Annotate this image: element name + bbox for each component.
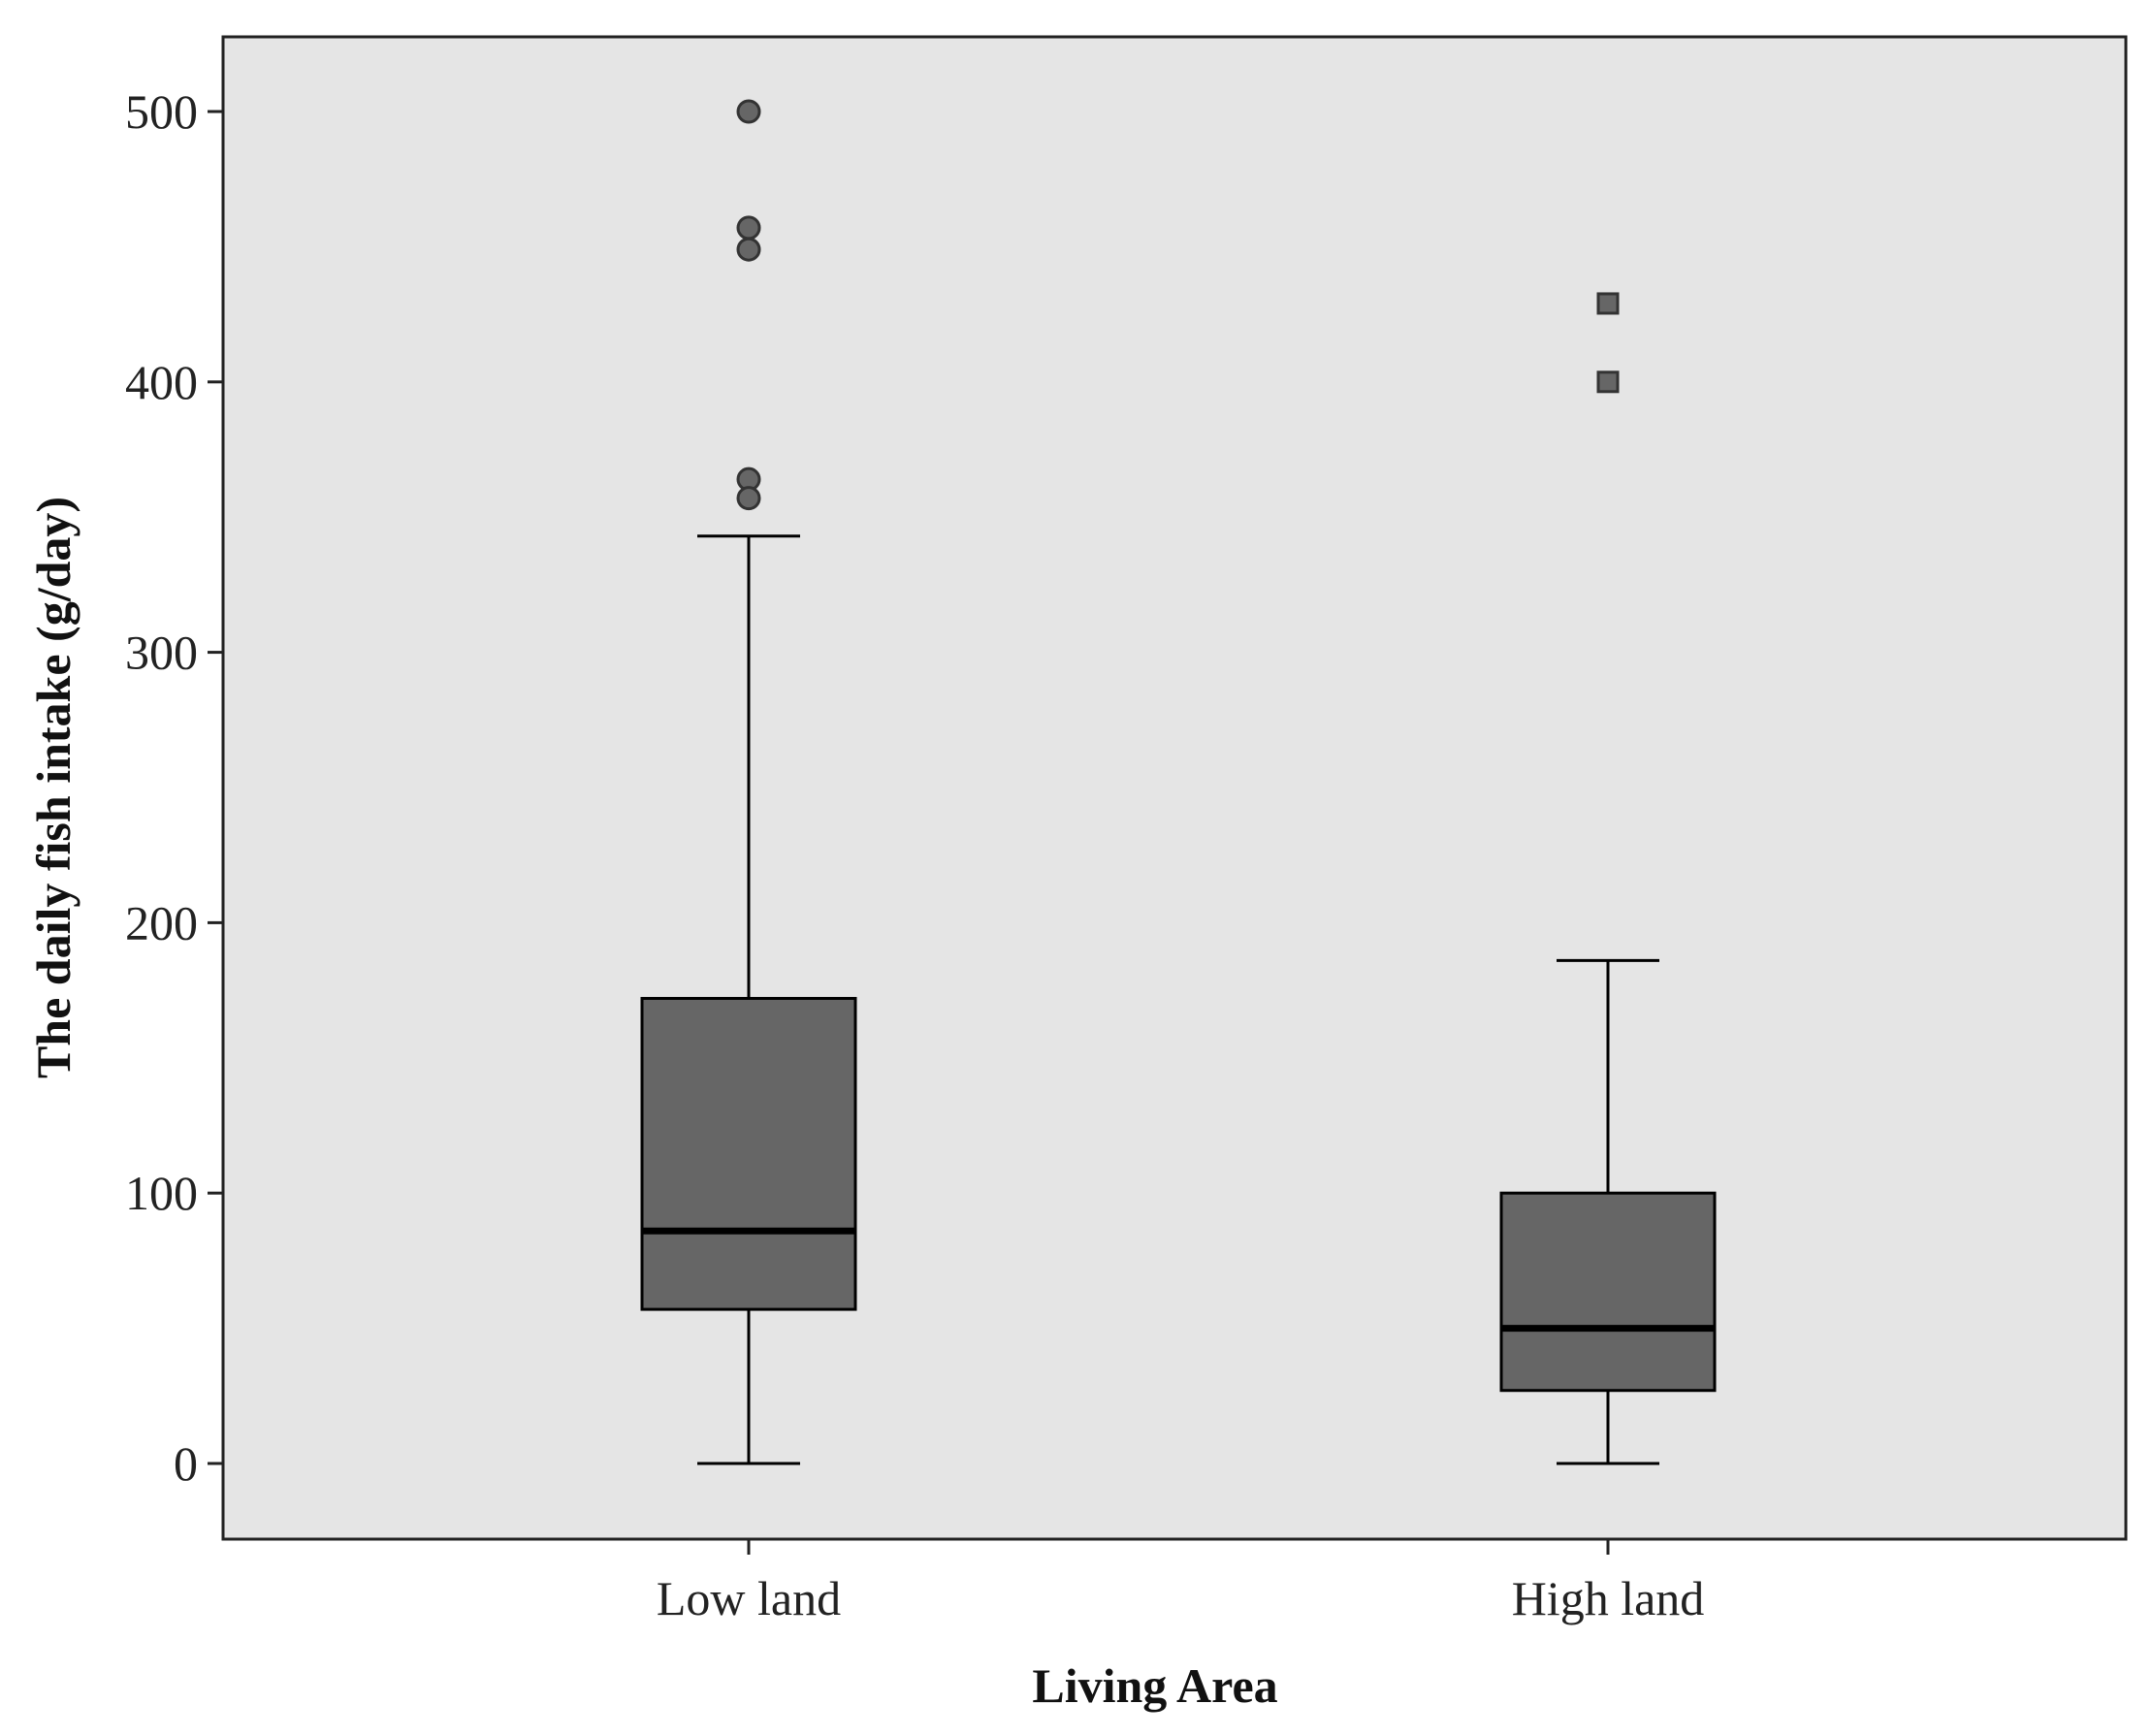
x-tick-label-low-land: Low land bbox=[657, 1571, 841, 1625]
plot-frame bbox=[221, 35, 2128, 1541]
box-low-land bbox=[640, 99, 857, 1465]
outlier-low-land-0 bbox=[736, 99, 761, 124]
plot-area bbox=[223, 37, 2126, 1539]
x-axis-title: Living Area bbox=[1032, 1658, 1277, 1713]
y-axis-title: The daily fish intake (g/day) bbox=[26, 497, 80, 1078]
iqr-box-low-land bbox=[640, 996, 857, 1311]
box-series-group bbox=[640, 99, 1717, 1465]
y-tick-label-500: 500 bbox=[125, 84, 198, 139]
iqr-box-high-land bbox=[1499, 1191, 1717, 1393]
y-tick-label-0: 0 bbox=[174, 1436, 198, 1491]
y-tick-label-400: 400 bbox=[125, 355, 198, 409]
outlier-low-land-2 bbox=[736, 237, 761, 262]
x-axis: Low land High land bbox=[657, 1539, 1704, 1625]
outlier-high-land-0 bbox=[1596, 292, 1620, 315]
outlier-low-land-1 bbox=[736, 215, 761, 241]
y-tick-label-300: 300 bbox=[125, 626, 198, 680]
outlier-high-land-1 bbox=[1596, 370, 1620, 394]
outlier-low-land-4 bbox=[736, 486, 761, 511]
box-high-land bbox=[1499, 292, 1717, 1465]
y-tick-label-200: 200 bbox=[125, 895, 198, 949]
y-axis: 0 100 200 300 400 500 bbox=[125, 84, 223, 1491]
x-tick-label-high-land: High land bbox=[1512, 1571, 1705, 1625]
y-tick-label-100: 100 bbox=[125, 1166, 198, 1220]
